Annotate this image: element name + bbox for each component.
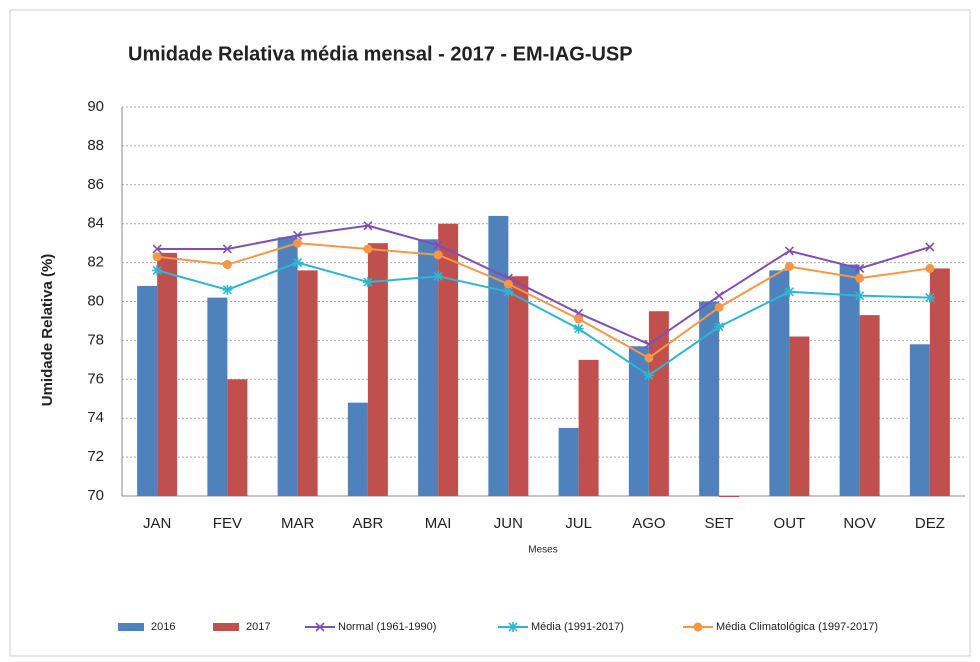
line-marker: [714, 321, 725, 332]
x-tick-label: MAR: [281, 515, 315, 532]
legend-marker: [693, 622, 703, 632]
bar: [367, 243, 388, 496]
y-tick-label: 88: [87, 137, 104, 154]
y-tick-label: 78: [87, 331, 104, 348]
bar: [859, 315, 880, 496]
legend-label: Normal (1961-1990): [338, 621, 436, 633]
line-marker: [573, 323, 584, 334]
bar: [418, 239, 439, 496]
line-marker: [363, 244, 373, 254]
y-tick-label: 70: [87, 487, 104, 504]
line-marker: [362, 277, 373, 288]
x-tick-label: AGO: [632, 515, 665, 532]
line-marker: [925, 242, 935, 252]
legend-swatch: [213, 623, 239, 631]
line-marker: [222, 284, 233, 295]
bar: [558, 427, 579, 496]
bar: [297, 270, 318, 496]
bar: [909, 344, 930, 496]
line: [157, 242, 931, 360]
bar: [508, 276, 529, 496]
legend-label: Média Climatológica (1997-2017): [716, 621, 878, 633]
bar: [628, 346, 649, 496]
line-marker: [855, 273, 865, 283]
y-tick-label: 80: [87, 292, 104, 309]
line-marker: [714, 302, 724, 312]
bar: [157, 252, 178, 496]
line: [156, 261, 930, 377]
bar: [719, 496, 740, 497]
x-tick-label: JUL: [565, 515, 592, 532]
x-tick-label: JAN: [143, 515, 171, 532]
bar: [929, 268, 950, 496]
x-tick-label: MAI: [425, 515, 452, 532]
y-axis-label: Umidade Relativa (%): [39, 254, 56, 407]
x-tick-label: FEV: [213, 515, 242, 532]
line-marker: [854, 290, 865, 301]
bar: [839, 264, 860, 496]
bar: [347, 402, 368, 496]
line: [157, 224, 931, 346]
y-tick-label: 74: [87, 409, 104, 426]
y-tick-label: 90: [87, 98, 104, 115]
x-tick-label: JUN: [494, 515, 523, 532]
line-marker: [433, 240, 443, 250]
bar: [699, 301, 720, 496]
line-marker: [503, 286, 514, 297]
line-marker: [292, 257, 303, 268]
x-tick-label: SET: [705, 515, 734, 532]
legend-label: 2016: [151, 621, 175, 633]
line-marker: [924, 292, 935, 303]
line-marker: [152, 252, 162, 262]
bar: [277, 237, 298, 496]
legend-label: 2017: [246, 621, 270, 633]
bar: [488, 215, 509, 497]
y-tick-label: 86: [87, 176, 104, 193]
legend-label: Média (1991-2017): [531, 621, 624, 633]
bar: [227, 379, 248, 496]
x-tick-label: OUT: [774, 515, 806, 532]
bar: [137, 285, 158, 496]
y-tick-label: 84: [87, 215, 104, 232]
line-marker: [363, 221, 373, 231]
line-marker: [784, 261, 794, 271]
bar: [207, 297, 228, 496]
y-tick-label: 82: [87, 254, 104, 271]
x-tick-label: DEZ: [915, 515, 945, 532]
line-marker: [644, 353, 654, 363]
x-tick-label: NOV: [843, 515, 876, 532]
line-marker: [293, 230, 303, 240]
line-marker: [855, 263, 865, 274]
line-marker: [222, 260, 232, 270]
legend-swatch: [118, 623, 144, 631]
line-marker: [925, 263, 935, 273]
line-marker: [433, 271, 444, 282]
bar: [789, 336, 810, 496]
line-marker: [714, 291, 724, 301]
bar: [438, 223, 459, 496]
line-marker: [503, 279, 513, 289]
legend-marker: [508, 622, 518, 632]
bar: [578, 359, 599, 496]
legend-marker: [315, 622, 325, 632]
y-tick-label: 76: [87, 370, 104, 387]
line-marker: [643, 370, 654, 381]
line-marker: [152, 244, 162, 254]
line-marker: [222, 244, 232, 254]
bar: [648, 311, 669, 496]
line-marker: [574, 314, 584, 324]
line-marker: [784, 246, 794, 256]
line-marker: [433, 250, 443, 260]
x-tick-label: ABR: [352, 515, 383, 532]
y-tick-label: 72: [87, 448, 104, 465]
line-marker: [784, 286, 795, 297]
line-marker: [152, 265, 163, 276]
line-marker: [644, 339, 654, 349]
x-axis-label: Meses: [528, 545, 557, 556]
bar: [769, 270, 790, 496]
line-marker: [293, 238, 303, 248]
chart-title: Umidade Relativa média mensal - 2017 - E…: [128, 43, 633, 65]
